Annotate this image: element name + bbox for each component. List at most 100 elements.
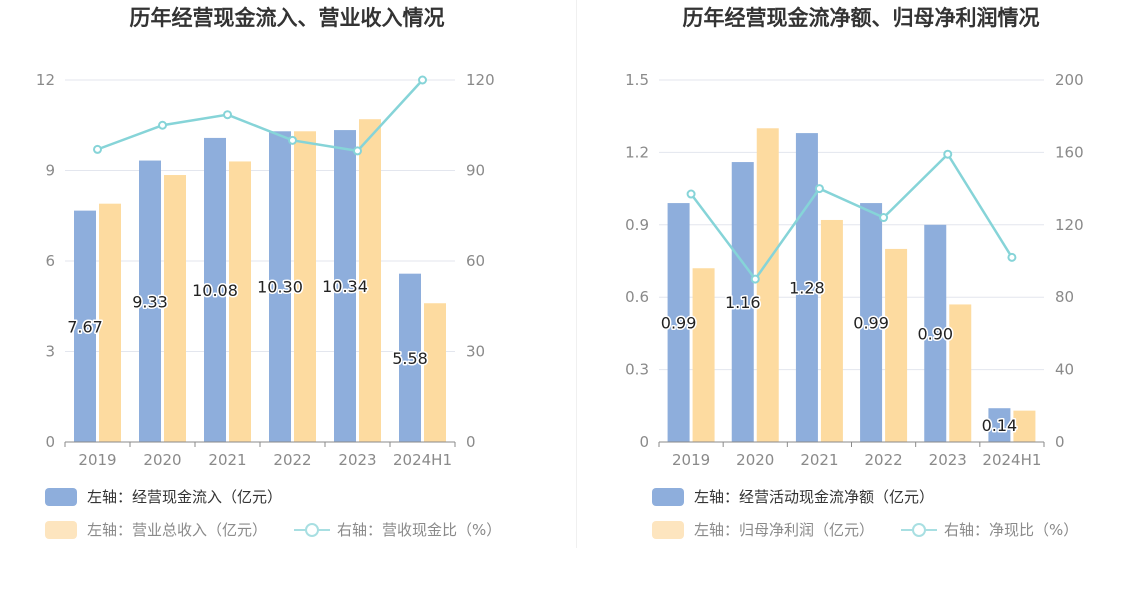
y-left-tick-label: 0.9 — [625, 216, 649, 234]
line-point — [1007, 252, 1017, 262]
bar-series1 — [924, 224, 947, 442]
data-label: 1.28 — [789, 279, 825, 298]
y-left-tick-label: 0 — [639, 433, 649, 451]
bar-series1 — [334, 130, 356, 442]
legend-item-line[interactable]: 右轴：净现比（%） — [900, 519, 1078, 540]
legend-swatch — [45, 520, 77, 539]
y-right-tick-label: 90 — [466, 162, 485, 180]
bar-series2 — [1013, 410, 1036, 442]
y-right-tick-label: 80 — [1055, 288, 1074, 306]
x-tick-label: 2022 — [273, 451, 311, 469]
bar-series2 — [229, 161, 251, 442]
legend-item-bar-2[interactable]: 左轴：营业总收入（亿元） — [45, 519, 267, 540]
line-series-path — [690, 152, 1013, 282]
line-point — [158, 120, 167, 130]
x-tick-label: 2020 — [736, 451, 774, 469]
y-left-tick-label: 9 — [45, 162, 55, 180]
data-label: 0.99 — [853, 314, 889, 333]
legend-swatch — [652, 487, 684, 506]
bar-series1 — [667, 203, 690, 442]
legend-label: 左轴：归母净利润（亿元） — [694, 521, 875, 539]
line-point — [288, 135, 297, 145]
bar-series2 — [692, 268, 715, 442]
y-left-tick-label: 1.5 — [625, 71, 649, 89]
y-left-tick-label: 0.6 — [625, 288, 649, 306]
x-tick-label: 2019 — [78, 451, 116, 469]
legend-swatch — [652, 520, 684, 539]
x-tick-label: 2024H1 — [982, 451, 1041, 469]
bar-series2 — [99, 203, 121, 442]
x-tick-label: 2022 — [864, 451, 902, 469]
legend-row-1: 左轴：经营活动现金流净额（亿元） — [652, 486, 960, 507]
bar-series2 — [885, 248, 908, 442]
line-point — [943, 149, 953, 159]
line-point — [223, 110, 232, 120]
y-right-tick-label: 160 — [1055, 143, 1084, 161]
bar-series1 — [731, 162, 754, 442]
legend-label: 左轴：经营活动现金流净额（亿元） — [694, 488, 935, 506]
y-right-tick-label: 30 — [466, 343, 485, 361]
x-tick-label: 2020 — [143, 451, 181, 469]
chart-panel-left: 历年经营现金流入、营业收入情况 0 3 6 9 12 0 30 60 90 120 2019 2020… — [36, 6, 527, 540]
legend-item-bar-2[interactable]: 左轴：归母净利润（亿元） — [652, 519, 874, 540]
y-right-tick-label: 120 — [1055, 216, 1084, 234]
x-tick-label: 2021 — [208, 451, 246, 469]
y-left-tick-label: 0 — [45, 433, 55, 451]
bar-series2 — [756, 128, 779, 442]
bar-series1 — [988, 408, 1011, 442]
x-tick-label: 2023 — [929, 451, 967, 469]
data-label: 1.16 — [725, 293, 761, 312]
chart-plot: 0 0.3 0.6 0.9 1.2 1.5 0 40 80 120 160 200 2019 2020 20… — [625, 71, 1084, 469]
data-label: 0.90 — [917, 324, 953, 343]
y-right-tick-label: 40 — [1055, 361, 1074, 379]
data-label: 0.99 — [661, 314, 697, 333]
legend-row-2: 左轴：营业总收入（亿元） 右轴：营收现金比（%） — [45, 519, 527, 540]
legend-line-icon — [901, 522, 938, 537]
legend-label: 左轴：营业总收入（亿元） — [87, 521, 268, 539]
bar-series2 — [359, 119, 381, 442]
y-right-tick-label: 0 — [1055, 433, 1065, 451]
data-label: 10.34 — [322, 277, 368, 296]
chart-title: 历年经营现金流入、营业收入情况 — [129, 6, 445, 30]
chart-panel-right: 历年经营现金流净额、归母净利润情况 0 0.3 0.6 0.9 1.2 1.5 0 40 80 1… — [574, 0, 1148, 589]
bar-series1 — [795, 133, 818, 443]
legend-row-2: 左轴：归母净利润（亿元） 右轴：净现比（%） — [652, 519, 1104, 540]
legend-swatch — [45, 487, 77, 506]
bar-series1 — [399, 273, 421, 442]
y-left-tick-label: 6 — [45, 252, 55, 270]
bar-series2 — [294, 131, 316, 443]
line-point — [418, 75, 427, 85]
x-tick-label: 2019 — [672, 451, 710, 469]
y-left-tick-label: 12 — [36, 71, 55, 89]
legend-item-line[interactable]: 右轴：营收现金比（%） — [293, 519, 501, 540]
line-point — [879, 213, 889, 223]
bar-series1 — [204, 137, 226, 443]
x-tick-label: 2023 — [338, 451, 376, 469]
bar-series2 — [424, 303, 446, 442]
data-label: 0.14 — [982, 416, 1018, 435]
x-tick-label: 2024H1 — [393, 451, 452, 469]
bar-series1 — [139, 160, 161, 443]
bar-series1 — [74, 210, 96, 442]
line-point — [353, 146, 362, 156]
chart-title: 历年经营现金流净额、归母净利润情况 — [682, 6, 1040, 30]
y-left-tick-label: 0.3 — [625, 361, 649, 379]
y-left-tick-label: 3 — [45, 343, 55, 361]
line-point — [93, 144, 102, 154]
y-right-tick-label: 200 — [1055, 71, 1084, 89]
bar-series2 — [164, 175, 186, 442]
line-point — [750, 274, 760, 284]
line-series-path — [97, 79, 424, 153]
y-right-tick-label: 60 — [466, 252, 485, 270]
legend-line-icon — [294, 522, 331, 537]
data-label: 10.08 — [192, 281, 238, 300]
legend-item-bar-1[interactable]: 左轴：经营现金流入（亿元） — [45, 486, 282, 507]
bar-series1 — [860, 203, 883, 442]
legend-item-bar-1[interactable]: 左轴：经营活动现金流净额（亿元） — [652, 486, 934, 507]
bar-series2 — [949, 304, 972, 442]
data-label: 5.58 — [392, 349, 428, 368]
legend-label: 右轴：净现比（%） — [944, 521, 1079, 539]
line-point — [686, 189, 696, 199]
data-label: 10.30 — [257, 278, 303, 297]
